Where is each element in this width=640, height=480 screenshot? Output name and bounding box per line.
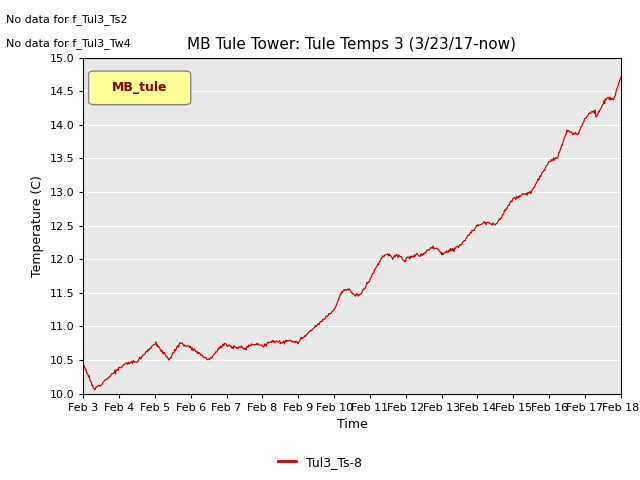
- Text: No data for f_Tul3_Tw4: No data for f_Tul3_Tw4: [6, 38, 131, 49]
- Title: MB Tule Tower: Tule Temps 3 (3/23/17-now): MB Tule Tower: Tule Temps 3 (3/23/17-now…: [188, 37, 516, 52]
- X-axis label: Time: Time: [337, 418, 367, 431]
- Y-axis label: Temperature (C): Temperature (C): [31, 175, 44, 276]
- Legend: Tul3_Ts-8: Tul3_Ts-8: [273, 451, 367, 474]
- Text: No data for f_Tul3_Ts2: No data for f_Tul3_Ts2: [6, 14, 128, 25]
- FancyBboxPatch shape: [88, 71, 191, 105]
- Text: MB_tule: MB_tule: [112, 81, 168, 95]
